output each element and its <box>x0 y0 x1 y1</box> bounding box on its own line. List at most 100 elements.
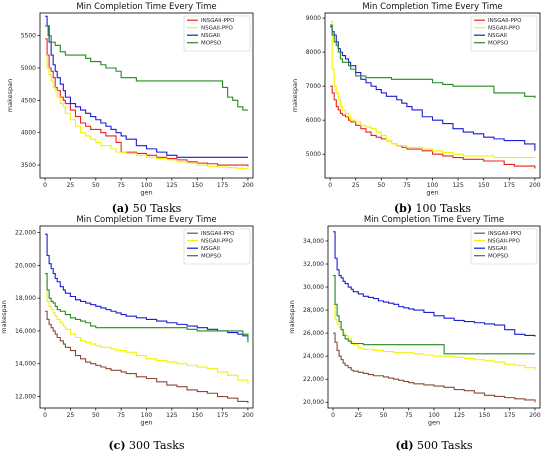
legend-label: NSGAII-PPO <box>201 26 233 32</box>
legend-label: MOPSO <box>488 254 509 260</box>
chart-panel-1: Min Completion Time Every Time 0 25 50 75 100… <box>6 2 254 215</box>
series-line-nsgaii <box>45 15 248 158</box>
caption-text: 50 Tasks <box>129 202 181 215</box>
x-tick-label: 200 <box>242 182 254 189</box>
y-tick-label: 14,000 <box>15 361 36 368</box>
chart-panel-3: Min Completion Time Every Time 0 25 50 75 100… <box>0 215 254 452</box>
legend-label: NSGAII <box>488 246 507 252</box>
legend-label: INSGAII-PPO <box>201 18 235 24</box>
series-group <box>333 231 536 403</box>
x-tick-label: 150 <box>478 182 490 189</box>
legend-label: INSGAII-PPO <box>488 18 522 24</box>
series-line-nsgaii <box>45 233 249 340</box>
y-axis-label: makespan <box>291 79 299 112</box>
y-tick-label: 30,000 <box>303 284 324 291</box>
x-tick-label: 0 <box>328 182 332 189</box>
series-line-insgaii-ppo <box>45 310 249 404</box>
x-tick-label: 75 <box>405 412 413 419</box>
x-tick-label: 75 <box>117 412 125 419</box>
x-tick-label: 25 <box>67 412 75 419</box>
x-tick-label: 50 <box>380 412 388 419</box>
series-group <box>45 15 249 170</box>
panel-caption: (a) 50 Tasks <box>112 202 182 215</box>
series-line-mopso <box>45 273 249 343</box>
y-tick-label: 12,000 <box>15 394 36 401</box>
y-tick-label: 22,000 <box>303 376 324 383</box>
x-tick-label: 0 <box>43 182 47 189</box>
legend-label: NSGAII-PPO <box>201 239 233 245</box>
legend-label: NSGAII <box>201 246 220 252</box>
legend-label: NSGAII <box>201 33 220 39</box>
y-tick-label: 8000 <box>306 49 321 56</box>
y-tick-label: 9000 <box>306 15 321 22</box>
series-line-nsgaii <box>333 231 536 337</box>
legend-label: MOPSO <box>201 41 222 47</box>
y-tick-label: 20,000 <box>303 399 324 406</box>
legend-label: INSGAII-PPO <box>201 231 235 237</box>
y-tick-label: 3500 <box>21 162 36 169</box>
y-tick-label: 6000 <box>306 117 321 124</box>
y-tick-label: 18,000 <box>15 295 36 302</box>
x-tick-label: 75 <box>117 182 125 189</box>
series-group <box>45 233 249 404</box>
x-tick-label: 50 <box>92 412 100 419</box>
caption-label: (b) <box>394 202 412 215</box>
series-group <box>330 20 536 169</box>
y-tick-label: 32,000 <box>303 261 324 268</box>
legend-label: NSGAII-PPO <box>488 239 520 245</box>
legend-label: NSGAII-PPO <box>488 26 520 32</box>
y-tick-label: 5000 <box>21 65 36 72</box>
chart-title: Min Completion Time Every Time <box>76 215 216 225</box>
x-tick-label: 0 <box>43 412 47 419</box>
legend-box <box>183 15 251 52</box>
series-line-mopso <box>45 25 248 111</box>
chart-title: Min Completion Time Every Time <box>362 2 502 12</box>
series-line-nsgaii <box>330 26 536 151</box>
caption-text: 500 Tasks <box>414 439 473 452</box>
x-tick-label: 125 <box>166 182 178 189</box>
y-tick-label: 20,000 <box>15 262 36 269</box>
x-axis-label: gen <box>140 189 152 197</box>
x-tick-label: 100 <box>141 412 153 419</box>
x-tick-label: 125 <box>452 182 464 189</box>
caption-label: (a) <box>112 202 130 215</box>
x-tick-label: 125 <box>454 412 466 419</box>
legend-box <box>470 15 538 52</box>
x-tick-label: 50 <box>377 182 385 189</box>
y-axis-label: makespan <box>0 300 8 333</box>
x-tick-label: 125 <box>166 412 178 419</box>
x-tick-label: 175 <box>504 412 516 419</box>
y-tick-label: 34,000 <box>303 238 324 245</box>
x-tick-label: 200 <box>529 182 541 189</box>
y-tick-label: 22,000 <box>15 230 36 237</box>
legend-label: MOPSO <box>201 254 222 260</box>
x-tick-label: 175 <box>217 412 229 419</box>
chart-panel-4: Min Completion Time Every Time 0 25 50 75 100… <box>288 215 541 452</box>
x-axis-label: gen <box>428 419 440 427</box>
y-tick-label: 16,000 <box>15 328 36 335</box>
y-tick-label: 4500 <box>21 97 36 104</box>
x-tick-label: 150 <box>191 412 203 419</box>
x-tick-label: 25 <box>67 182 75 189</box>
x-tick-label: 100 <box>428 412 440 419</box>
x-tick-label: 175 <box>217 182 229 189</box>
y-tick-label: 26,000 <box>303 330 324 337</box>
legend-label: INSGAII-PPO <box>488 231 522 237</box>
x-tick-label: 150 <box>479 412 491 419</box>
x-tick-label: 25 <box>354 412 362 419</box>
caption-label: (c) <box>108 439 125 452</box>
legend-box <box>470 228 538 265</box>
series-line-insgaii-ppo <box>330 85 536 169</box>
caption-text: 100 Tasks <box>412 202 471 215</box>
y-tick-label: 4000 <box>21 130 36 137</box>
x-tick-label: 0 <box>331 412 335 419</box>
y-axis-label: makespan <box>6 79 14 112</box>
series-line-nsgaii-ppo <box>45 281 249 384</box>
y-axis-label: makespan <box>288 300 296 333</box>
x-tick-label: 200 <box>529 412 541 419</box>
x-axis-label: gen <box>140 419 152 427</box>
